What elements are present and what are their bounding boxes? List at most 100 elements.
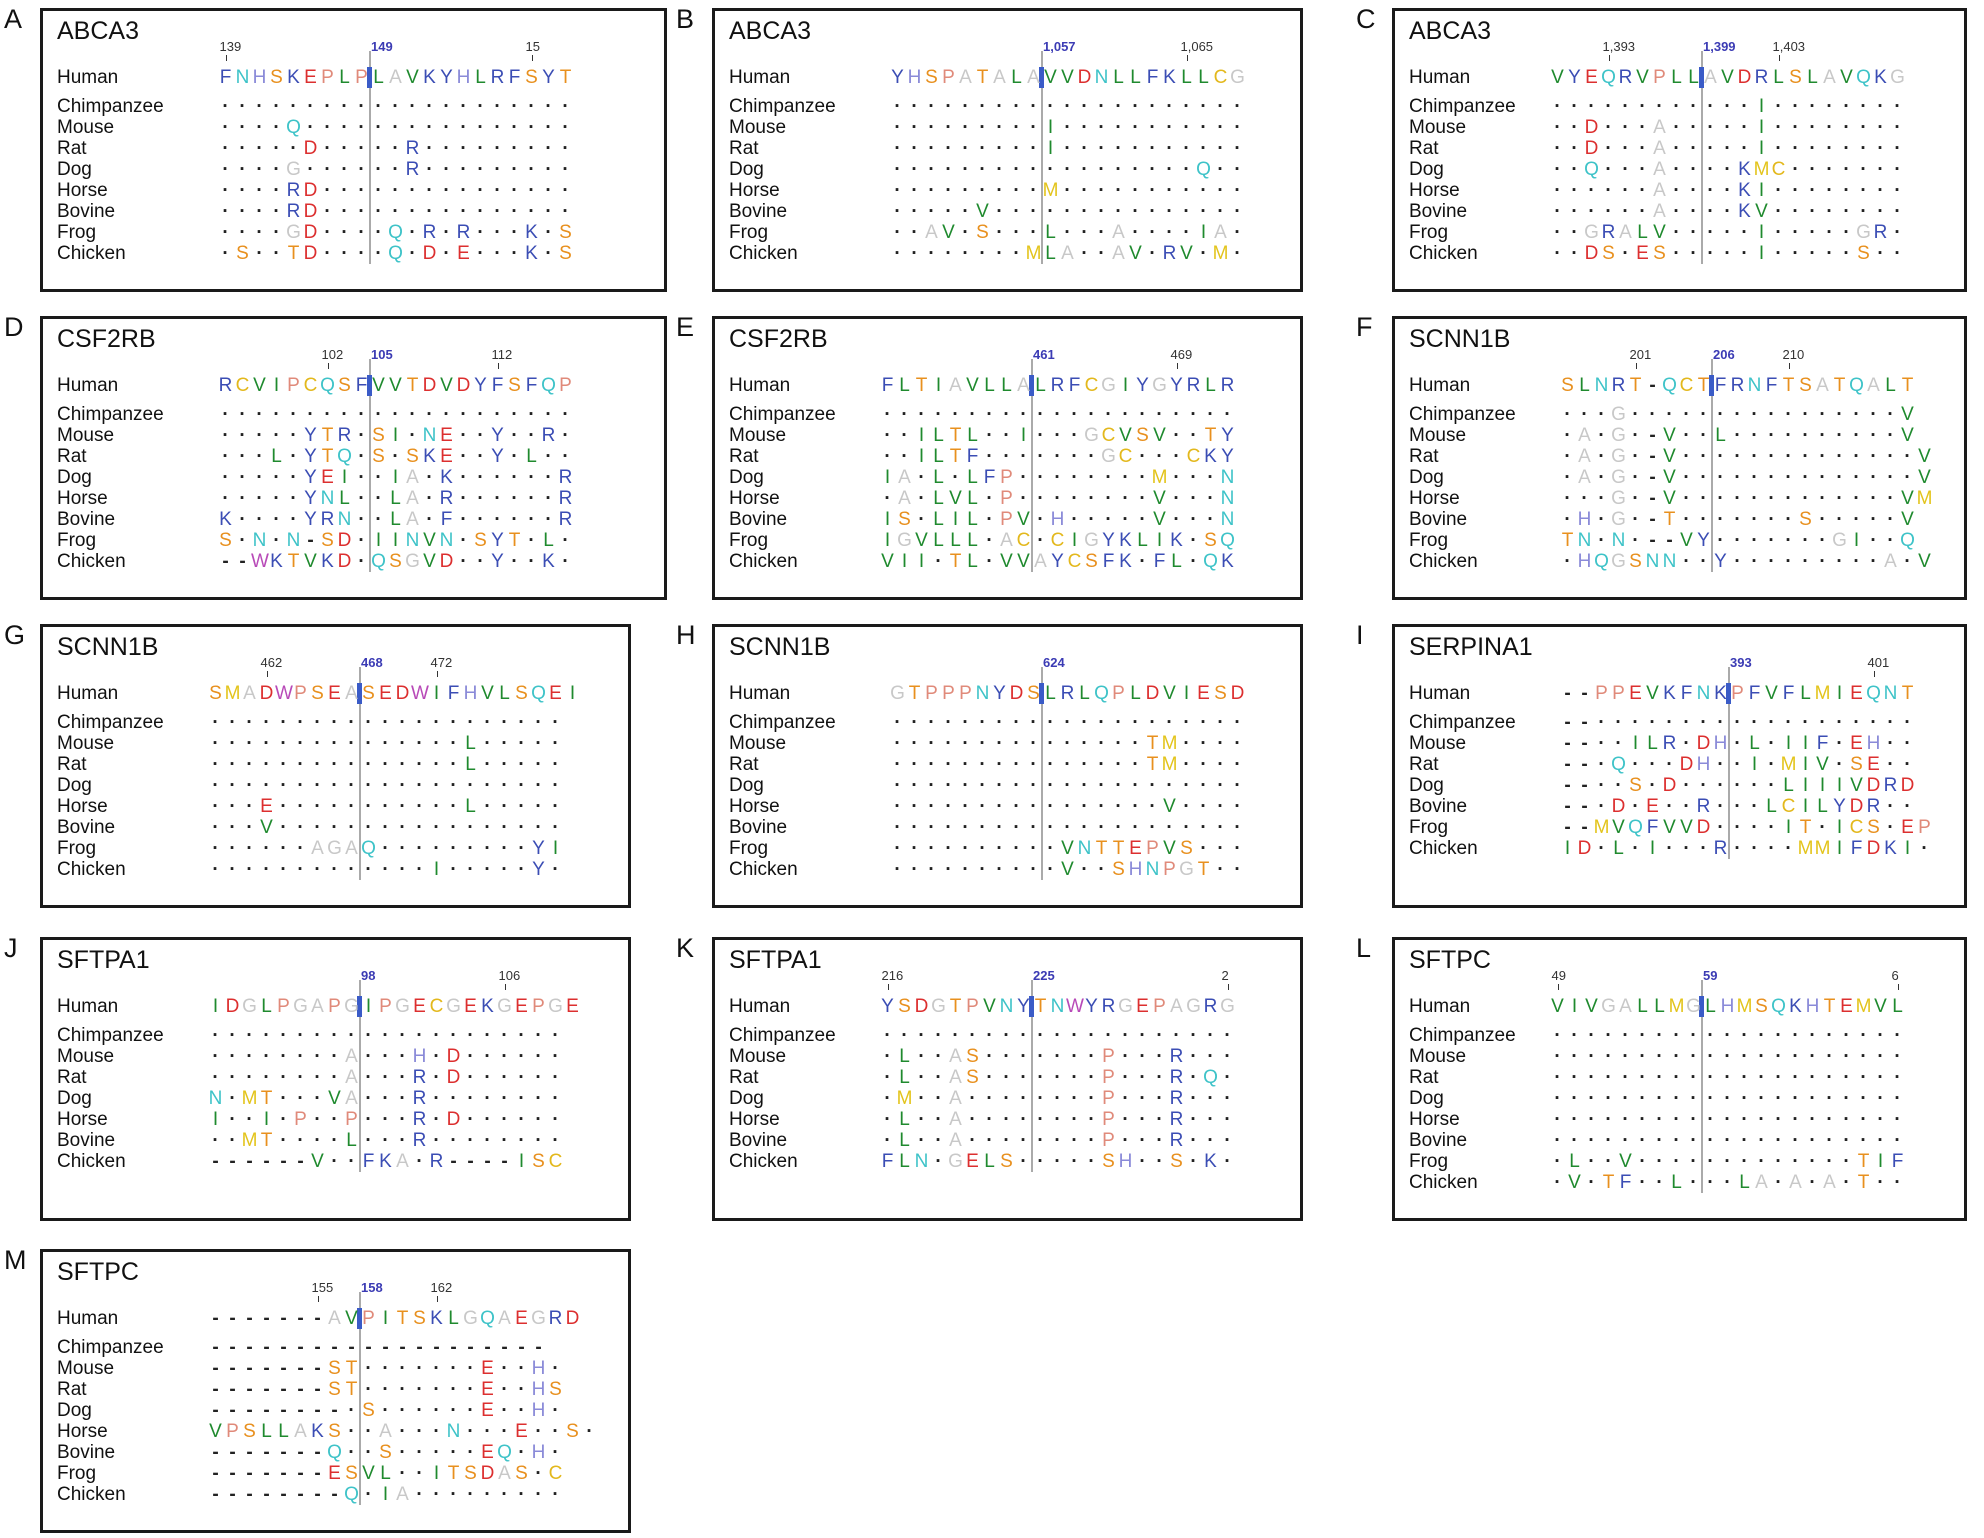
residue: · xyxy=(1836,712,1843,733)
residue: · xyxy=(1139,1088,1146,1109)
residue: · xyxy=(1734,467,1741,488)
residue: · xyxy=(1894,159,1901,180)
residue: · xyxy=(1554,96,1561,117)
residue: · xyxy=(1564,404,1571,425)
residue: W xyxy=(411,683,429,704)
residue: · xyxy=(443,138,450,159)
residue: · xyxy=(375,509,382,530)
residue: · xyxy=(911,775,918,796)
residue: H xyxy=(1577,551,1592,572)
residue: · xyxy=(1809,138,1816,159)
residue: · xyxy=(1826,117,1833,138)
residue: · xyxy=(443,222,450,243)
position-number: 2 xyxy=(1221,968,1229,983)
residue: · xyxy=(433,754,440,775)
residue: · xyxy=(1656,1172,1663,1193)
residue: R xyxy=(1754,67,1769,88)
residue: · xyxy=(365,1484,372,1505)
residue: · xyxy=(358,551,365,572)
residue: P xyxy=(1918,817,1931,838)
residue: E xyxy=(304,67,317,88)
residue: · xyxy=(945,796,952,817)
residue: H xyxy=(463,683,478,704)
residue: · xyxy=(239,138,246,159)
residue: L xyxy=(261,996,272,1017)
residue: · xyxy=(1751,838,1758,859)
residue: - xyxy=(416,1337,423,1358)
residue: A xyxy=(1816,375,1829,396)
residue: · xyxy=(222,117,229,138)
residue: · xyxy=(1605,201,1612,222)
residue: I xyxy=(1200,222,1207,243)
sequence-row: · H Q G S N N · · Y · · · · · · · · · A · V xyxy=(1559,551,1933,572)
residue: · xyxy=(562,404,569,425)
residue: S xyxy=(328,1379,341,1400)
residue: P xyxy=(1595,683,1608,704)
residue: · xyxy=(962,201,969,222)
residue: S xyxy=(1789,67,1802,88)
residue: I xyxy=(1758,222,1765,243)
residue: E xyxy=(260,796,273,817)
variant-position-label: 1,399 xyxy=(1703,39,1736,54)
residue: I xyxy=(1758,117,1765,138)
residue: · xyxy=(222,138,229,159)
residue: R xyxy=(1883,775,1898,796)
species-label: Rat xyxy=(729,446,759,467)
residue: · xyxy=(358,180,365,201)
residue: · xyxy=(1020,467,1027,488)
residue: · xyxy=(552,712,559,733)
residue: · xyxy=(375,222,382,243)
residue: · xyxy=(256,446,263,467)
residue: · xyxy=(1836,425,1843,446)
residue: · xyxy=(1149,138,1156,159)
residue: · xyxy=(552,1025,559,1046)
residue: · xyxy=(1098,117,1105,138)
residue: · xyxy=(467,1025,474,1046)
residue: Q xyxy=(1771,996,1786,1017)
residue: · xyxy=(1887,796,1894,817)
residue: · xyxy=(358,201,365,222)
residue: · xyxy=(1673,1088,1680,1109)
residue: - xyxy=(1564,712,1571,733)
sequence-row: - - WK T V K D · Q S G V D · · Y · · K · xyxy=(217,551,574,572)
residue: · xyxy=(212,838,219,859)
species-label: Rat xyxy=(57,1067,87,1088)
residue: · xyxy=(1843,159,1850,180)
residue: · xyxy=(341,222,348,243)
residue: · xyxy=(484,838,491,859)
residue: N xyxy=(1662,551,1677,572)
residue: · xyxy=(341,201,348,222)
residue: S xyxy=(566,1421,579,1442)
residue: · xyxy=(331,1130,338,1151)
residue: Q xyxy=(1203,551,1218,572)
residue: · xyxy=(331,1109,338,1130)
residue: · xyxy=(528,117,535,138)
residue: R xyxy=(1101,996,1116,1017)
residue: P xyxy=(942,683,955,704)
residue: V xyxy=(1680,817,1693,838)
residue: S xyxy=(379,1442,392,1463)
residue: · xyxy=(1173,404,1180,425)
residue: · xyxy=(1768,446,1775,467)
residue: · xyxy=(1826,1067,1833,1088)
residue: · xyxy=(1741,1151,1748,1172)
residue: S xyxy=(345,1463,358,1484)
residue: Q xyxy=(1611,754,1626,775)
residue: · xyxy=(1768,712,1775,733)
residue: I xyxy=(382,1308,389,1329)
species-label: Chimpanzee xyxy=(57,712,164,733)
residue: · xyxy=(1581,404,1588,425)
residue: L xyxy=(526,446,537,467)
residue: · xyxy=(1843,117,1850,138)
residue: · xyxy=(1020,1151,1027,1172)
residue: N xyxy=(1220,488,1235,509)
residue: · xyxy=(1098,754,1105,775)
residue: · xyxy=(1775,1151,1782,1172)
residue: · xyxy=(545,467,552,488)
residue: · xyxy=(1605,1151,1612,1172)
residue: L xyxy=(1647,733,1658,754)
residue: · xyxy=(273,222,280,243)
residue: Q xyxy=(286,117,301,138)
residue: T xyxy=(1561,530,1574,551)
residue: · xyxy=(416,1421,423,1442)
